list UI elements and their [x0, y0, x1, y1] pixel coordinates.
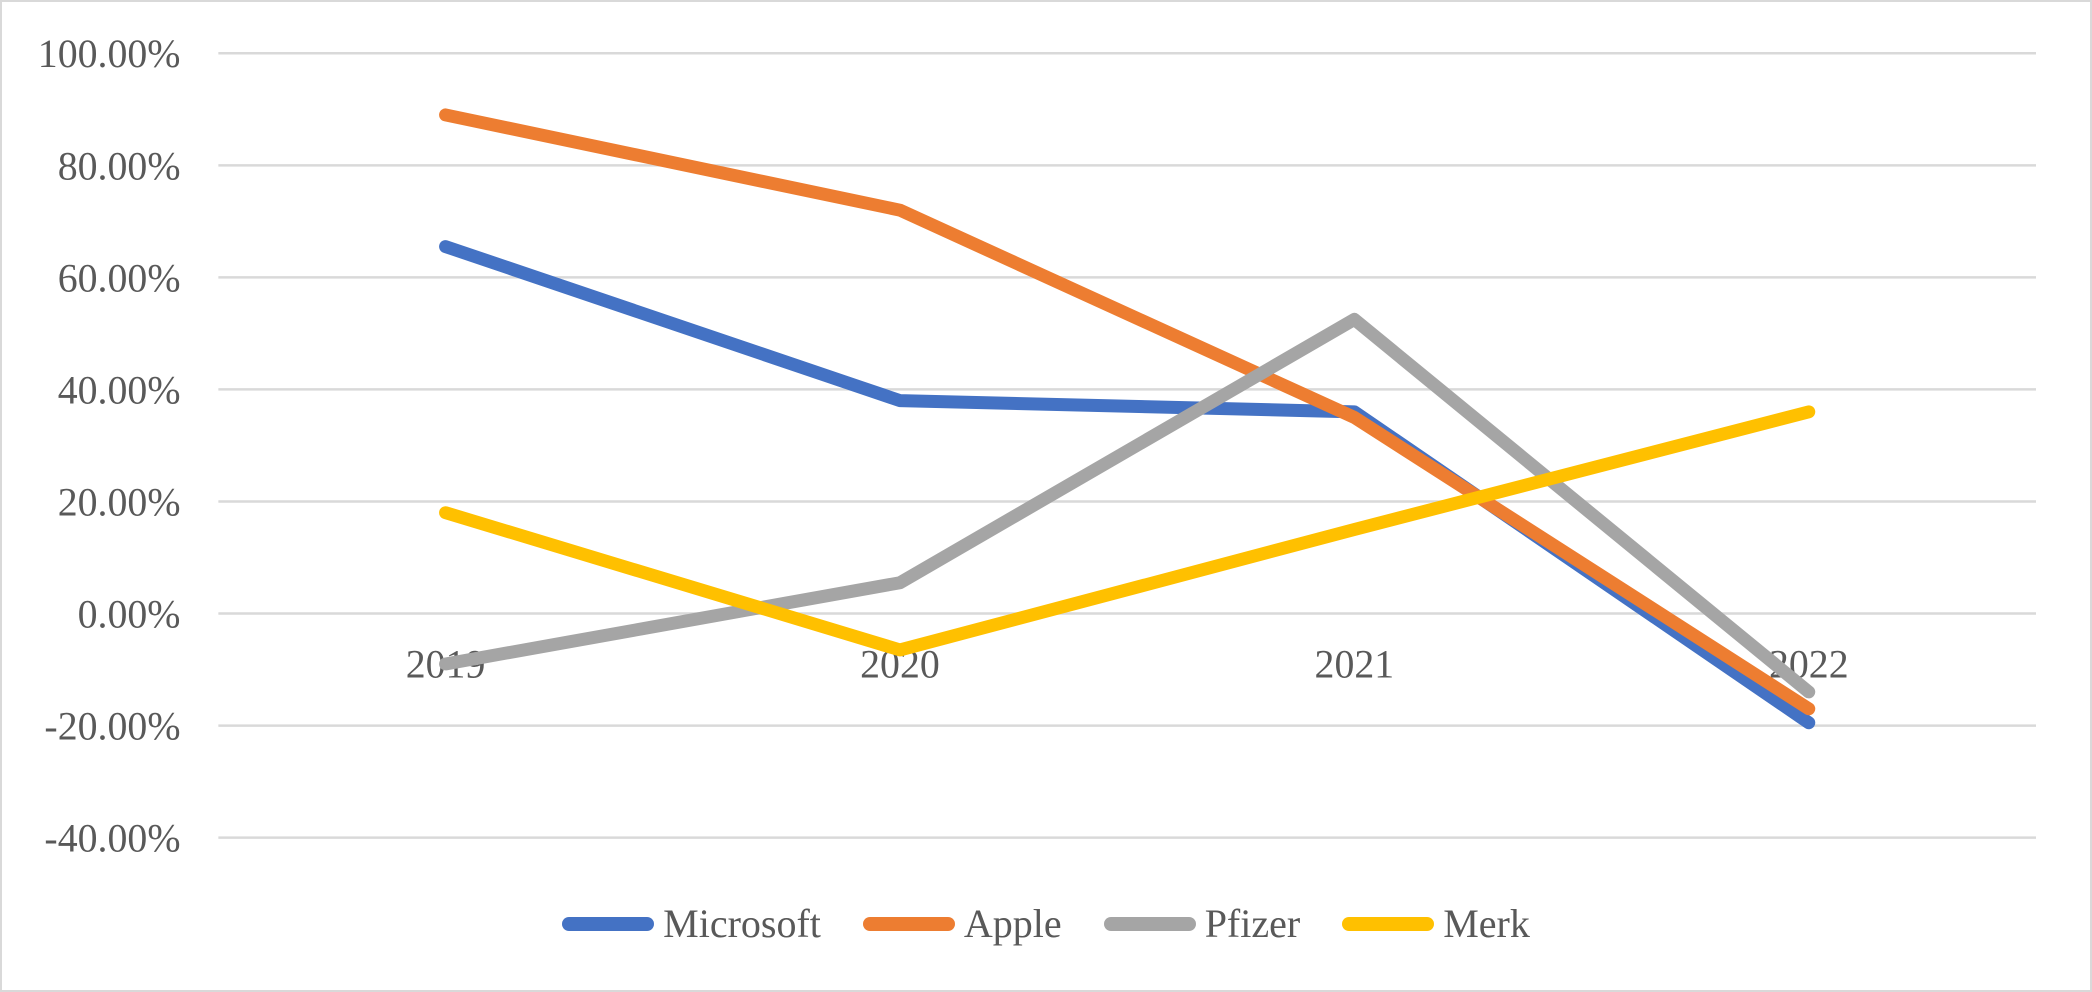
x-axis-labels: 2019 2020 2021 2022	[406, 642, 1849, 686]
merk-series-swatch	[1342, 917, 1435, 931]
y-tick-label: -40.00%	[44, 817, 180, 861]
microsoft-series-swatch	[562, 917, 655, 931]
y-tick-label: 100.00%	[38, 32, 181, 76]
y-tick-label: 60.00%	[58, 256, 181, 300]
legend: Microsoft Apple Pfizer Merk	[2, 902, 2090, 946]
legend-label-apple: Apple	[963, 901, 1062, 946]
legend-item-microsoft: Microsoft	[562, 902, 821, 946]
legend-label-merk: Merk	[1443, 901, 1530, 946]
y-axis-labels: 100.00% 80.00% 60.00% 40.00% 20.00% 0.00% -20.…	[38, 32, 181, 860]
apple-series-swatch	[862, 917, 955, 931]
series-lines	[439, 108, 1816, 730]
y-tick-label: 80.00%	[58, 144, 181, 188]
pfizer-series-line	[439, 312, 1816, 699]
y-tick-label: 0.00%	[78, 592, 181, 636]
y-tick-label: -20.00%	[44, 705, 180, 749]
legend-item-merk: Merk	[1342, 902, 1530, 946]
y-tick-label: 20.00%	[58, 480, 181, 524]
legend-item-pfizer: Pfizer	[1103, 901, 1301, 946]
x-tick-label: 2021	[1315, 642, 1395, 686]
apple-series-line	[439, 108, 1816, 716]
pfizer-series-swatch	[1103, 917, 1196, 931]
y-tick-label: 40.00%	[58, 368, 181, 412]
legend-item-apple: Apple	[862, 901, 1062, 946]
legend-label-pfizer: Pfizer	[1204, 901, 1301, 946]
legend-label-microsoft: Microsoft	[663, 901, 821, 946]
merk-series-line	[439, 405, 1816, 657]
